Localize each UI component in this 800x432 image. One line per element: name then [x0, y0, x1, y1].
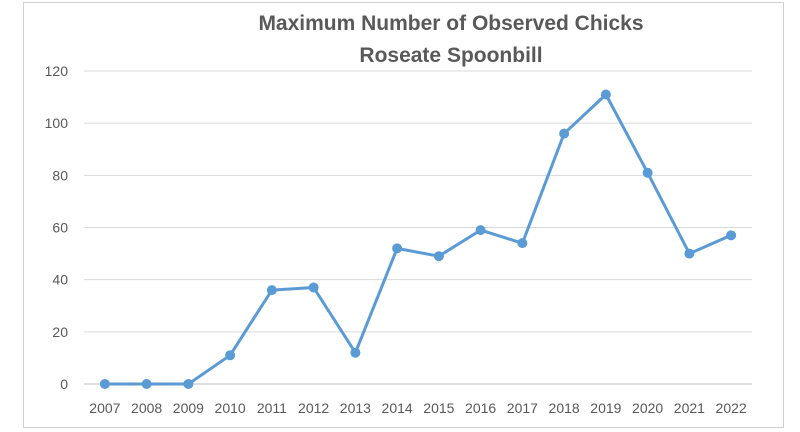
data-point-2012	[308, 282, 319, 293]
data-point-2010	[225, 350, 236, 361]
x-tick-label-2019: 2019	[590, 400, 621, 416]
data-point-2017	[517, 238, 528, 249]
y-tick-label-20: 20	[52, 324, 68, 340]
x-tick-label-2016: 2016	[465, 400, 496, 416]
chart-title: Maximum Number of Observed Chicks	[258, 12, 643, 35]
chart-subtitle: Roseate Spoonbill	[359, 44, 542, 67]
gridlines	[84, 70, 752, 385]
data-point-2018	[559, 128, 570, 139]
series-line-0	[103, 93, 733, 386]
data-point-2021	[684, 248, 695, 259]
data-point-2011	[266, 285, 277, 296]
y-tick-label-0: 0	[60, 376, 68, 392]
data-point-2009	[183, 379, 194, 389]
x-tick-label-2022: 2022	[716, 400, 747, 416]
data-point-2007	[99, 379, 110, 389]
x-tick-label-2017: 2017	[507, 400, 538, 416]
y-tick-label-80: 80	[52, 167, 68, 183]
x-tick-label-2010: 2010	[215, 400, 246, 416]
x-tick-label-2012: 2012	[298, 400, 329, 416]
data-point-2020	[642, 167, 653, 178]
data-point-2008	[141, 379, 152, 389]
y-axis-ticks: 0 20 40 60 80 100 120	[45, 63, 69, 392]
y-tick-label-120: 120	[45, 63, 69, 79]
x-tick-label-2015: 2015	[423, 400, 454, 416]
x-tick-label-2021: 2021	[674, 400, 705, 416]
data-point-2022	[726, 230, 737, 241]
chart-frame	[23, 2, 784, 428]
series-layer	[99, 89, 737, 389]
data-point-2019	[600, 89, 611, 100]
y-tick-label-40: 40	[52, 272, 68, 288]
x-tick-label-2013: 2013	[340, 400, 371, 416]
x-tick-label-2014: 2014	[382, 400, 413, 416]
data-point-2016	[475, 225, 486, 236]
x-tick-label-2009: 2009	[173, 400, 204, 416]
x-axis-ticks: 2007 2008 2009 2010 2011 2012 2013 2014 2015 2016…	[89, 400, 747, 416]
x-tick-label-2011: 2011	[257, 400, 287, 416]
x-tick-label-2007: 2007	[89, 400, 120, 416]
y-tick-label-60: 60	[52, 220, 68, 236]
data-point-2013	[350, 347, 361, 358]
data-point-2014	[392, 243, 403, 254]
x-tick-label-2018: 2018	[549, 400, 580, 416]
y-tick-label-100: 100	[45, 115, 69, 131]
data-point-2015	[433, 251, 444, 262]
x-tick-label-2008: 2008	[131, 400, 162, 416]
x-tick-label-2020: 2020	[632, 400, 663, 416]
